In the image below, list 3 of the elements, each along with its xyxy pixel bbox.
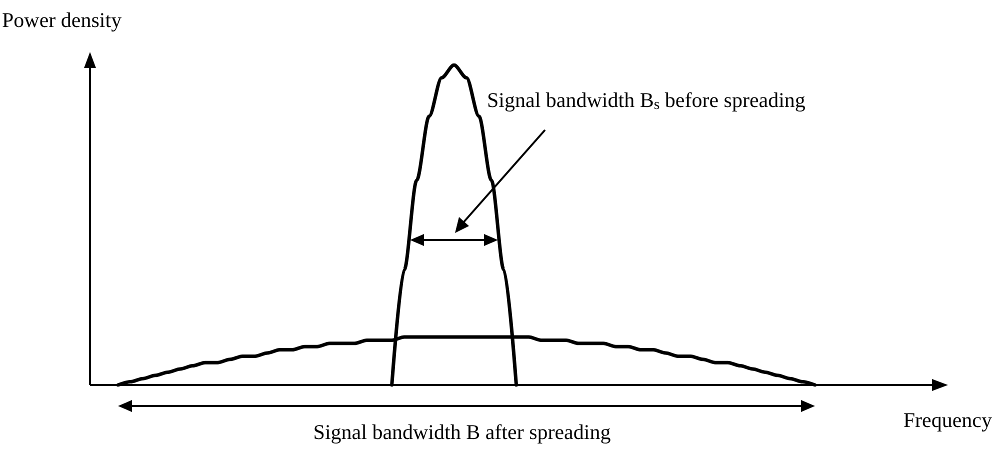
x-axis-title: Frequency [903, 408, 992, 432]
text: Signal bandwidth B after spreading [313, 420, 612, 444]
y-axis-title: Power density [2, 8, 122, 32]
